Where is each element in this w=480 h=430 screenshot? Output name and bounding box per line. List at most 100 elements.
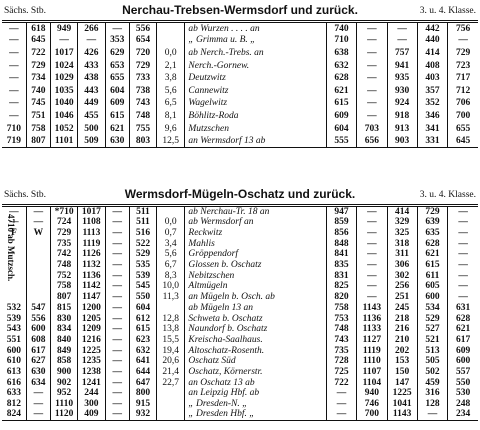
time: 728 — [325, 355, 357, 367]
time: — — [356, 238, 387, 250]
time: 800 — [128, 388, 157, 399]
time: 835 — [325, 259, 357, 271]
station: Oschatz, Körnerstr. — [184, 366, 327, 378]
distance: 13,8 — [156, 323, 185, 335]
time: 128 — [416, 398, 448, 410]
time: 902 — [49, 377, 78, 388]
time: 547 — [25, 302, 51, 314]
time: 740 — [25, 84, 51, 98]
time: 529 — [416, 313, 448, 324]
time: 655 — [104, 71, 130, 85]
station: Nerch.-Gornew. — [184, 59, 327, 72]
row: 633—952 244—800 an Leipzig Hbf. ab —940 1225… — [2, 388, 478, 399]
time: 1052 — [49, 122, 78, 135]
time: — — [9, 73, 19, 84]
row: —734 1029 438 655 733 3,8 Deutzwitz 628—935 403 7… — [2, 71, 478, 85]
time: — — [25, 217, 51, 228]
time: 556 — [25, 313, 51, 324]
time: 740 — [325, 21, 357, 35]
time: 1147 — [77, 291, 106, 303]
time: 529 — [128, 249, 157, 260]
time: 630 — [104, 134, 130, 148]
timetable: —618 949 266—556 ab Wurzen . . . . an 740— —4… — [2, 20, 478, 148]
time: 825 — [325, 281, 357, 292]
time: 266 — [77, 21, 106, 35]
time: W — [25, 227, 51, 239]
distance: 5,6 — [156, 84, 185, 98]
time: 632 — [128, 345, 157, 356]
time: — — [104, 302, 130, 314]
row: 710 758 1052 500 621 755 9,6 Mutzschen 604 703 913… — [2, 122, 478, 135]
time: 630 — [25, 366, 51, 378]
time: 903 — [386, 134, 418, 148]
time: 1017 — [49, 46, 78, 60]
time: 449 — [77, 97, 106, 110]
time: 612 — [128, 313, 157, 324]
station: Deutzwitz — [184, 71, 327, 85]
station: an Mügeln b. Osch. ab — [184, 291, 327, 303]
time — [25, 291, 51, 303]
time: 735 — [49, 238, 78, 250]
time: — — [104, 270, 130, 282]
time: 1216 — [77, 334, 106, 346]
time: 632 — [325, 59, 357, 72]
time: — — [104, 281, 130, 292]
time: 442 — [416, 21, 448, 35]
time: 641 — [128, 355, 157, 367]
time: 1104 — [356, 377, 387, 388]
time: 635 — [416, 227, 448, 239]
time: 803 — [128, 134, 157, 148]
time: 703 — [356, 122, 387, 135]
time: 621 — [416, 249, 448, 260]
time: — — [9, 217, 19, 228]
station: Altmügeln — [184, 281, 327, 292]
time: — — [25, 398, 51, 410]
time: 609 — [325, 109, 357, 123]
time: 743 — [128, 97, 157, 110]
time: 1136 — [356, 313, 387, 324]
station: Cannewitz — [184, 84, 327, 98]
time: 300 — [77, 398, 106, 410]
time: 615 — [416, 259, 448, 271]
station: Altoschatz-Rosenth. — [184, 345, 327, 356]
row: 539 556 830 1205—612 12,8 Schweta b. Oschatz 7… — [2, 313, 478, 324]
distance — [156, 205, 185, 217]
time: 535 — [128, 259, 157, 271]
time: 751 — [25, 109, 51, 123]
row: —729 1024 433 653 729 2,1 Nerch.-Gornew. 632—94… — [2, 59, 478, 72]
time: — — [447, 281, 478, 292]
time: 604 — [104, 84, 130, 98]
station: an Oschatz 13 ab — [184, 377, 327, 388]
timetable-block: Sächs. Stb. Wermsdorf-Mügeln-Oschatz und… — [2, 186, 478, 421]
time: 627 — [25, 355, 51, 367]
row: 812—1110 300—915 „ Dresden-N. „ —746 1041 128… — [2, 398, 478, 410]
time: 509 — [77, 134, 106, 148]
time: 616 — [6, 377, 21, 388]
time: 521 — [416, 334, 448, 346]
time: 1040 — [49, 97, 78, 110]
distance: 8,3 — [156, 270, 185, 282]
time: 830 — [49, 313, 78, 324]
time: 621 — [325, 84, 357, 98]
time: 244 — [77, 388, 106, 399]
time: — — [356, 71, 387, 85]
distance: 0,7 — [156, 227, 185, 239]
time: 440 — [416, 34, 448, 47]
time: 940 — [356, 388, 387, 399]
station: ab Wurzen . . . . an — [184, 21, 327, 35]
time: 527 — [416, 323, 448, 335]
row: 735 1119—522 3,4 Mahlis 848—318 628— — [2, 238, 478, 250]
time: — — [9, 60, 19, 71]
time: — — [447, 249, 478, 260]
row: 613 630 900 1238—644 21,4 Oschatz, Körnerstr.… — [2, 366, 478, 378]
time: — — [104, 355, 130, 367]
distance: 6,5 — [156, 97, 185, 110]
time: 723 — [447, 59, 478, 72]
time: — — [447, 291, 478, 303]
time: — — [104, 409, 130, 421]
time: 735 — [325, 345, 357, 356]
time: 613 — [6, 366, 21, 377]
time: 1113 — [77, 227, 106, 239]
time: — — [9, 47, 19, 58]
time: 856 — [325, 227, 357, 239]
